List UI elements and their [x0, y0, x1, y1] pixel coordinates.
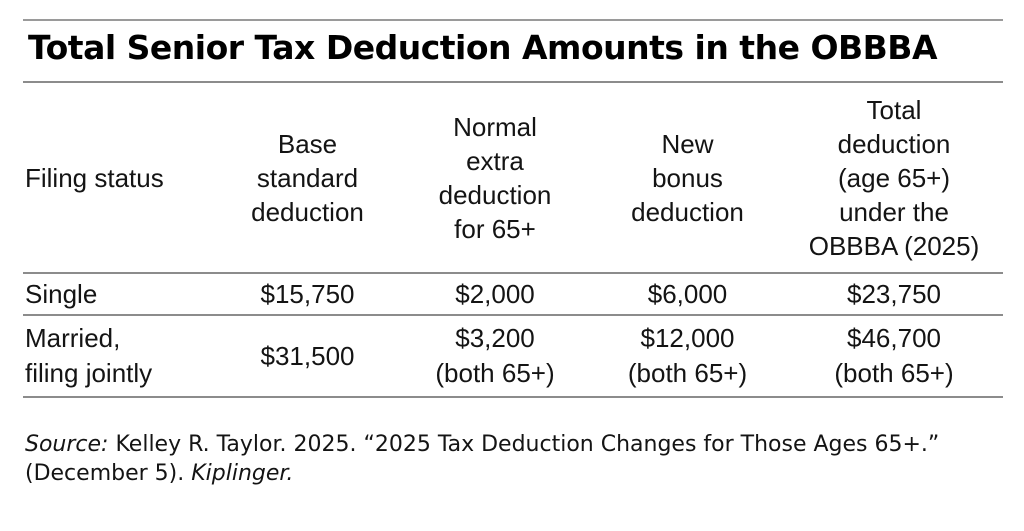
table-header-row: Filing status Base standard deduction No… [23, 83, 1003, 273]
source-citation: Kelley R. Taylor. 2025. “2025 Tax Deduct… [25, 432, 940, 486]
cell-new-bonus-deduction: $12,000 (both 65+) [627, 323, 748, 388]
source-publication: Kiplinger. [191, 461, 294, 486]
cell-base-standard-deduction: $31,500 [260, 340, 355, 371]
title-divider-rule [23, 81, 1003, 83]
cell-filing-status: Single [25, 278, 98, 309]
cell-filing-status: Married, filing jointly [25, 323, 153, 388]
col-header-filing-status: Filing status [25, 162, 164, 193]
senior-deduction-table: Filing status Base standard deduction No… [23, 83, 1003, 398]
col-header-total-deduction-obbba: Total deduction (age 65+) under the OBBB… [808, 94, 980, 261]
figure-title: Total Senior Tax Deduction Amounts in th… [28, 28, 938, 67]
cell-new-bonus-deduction: $6,000 [647, 278, 728, 309]
source-label: Source: [25, 432, 109, 457]
cell-base-standard-deduction: $15,750 [260, 278, 355, 309]
cell-total-deduction: $23,750 [847, 278, 941, 309]
table-row-single: Single $15,750 $2,000 $6,000 $23,750 [23, 273, 1003, 315]
cell-normal-extra-deduction: $2,000 [455, 278, 535, 309]
col-header-normal-extra-deduction: Normal extra deduction for 65+ [438, 111, 552, 244]
top-rule [23, 19, 1003, 21]
col-header-new-bonus-deduction: New bonus deduction [631, 128, 744, 227]
table-row-married-filing-jointly: Married, filing jointly $31,500 $3,200 (… [23, 315, 1003, 397]
cell-normal-extra-deduction: $3,200 (both 65+) [435, 323, 555, 388]
col-header-base-standard-deduction: Base standard deduction [251, 128, 364, 227]
source-note: Source: Kelley R. Taylor. 2025. “2025 Ta… [25, 430, 1005, 488]
cell-total-deduction: $46,700 (both 65+) [834, 323, 954, 388]
figure: Total Senior Tax Deduction Amounts in th… [0, 19, 1024, 488]
